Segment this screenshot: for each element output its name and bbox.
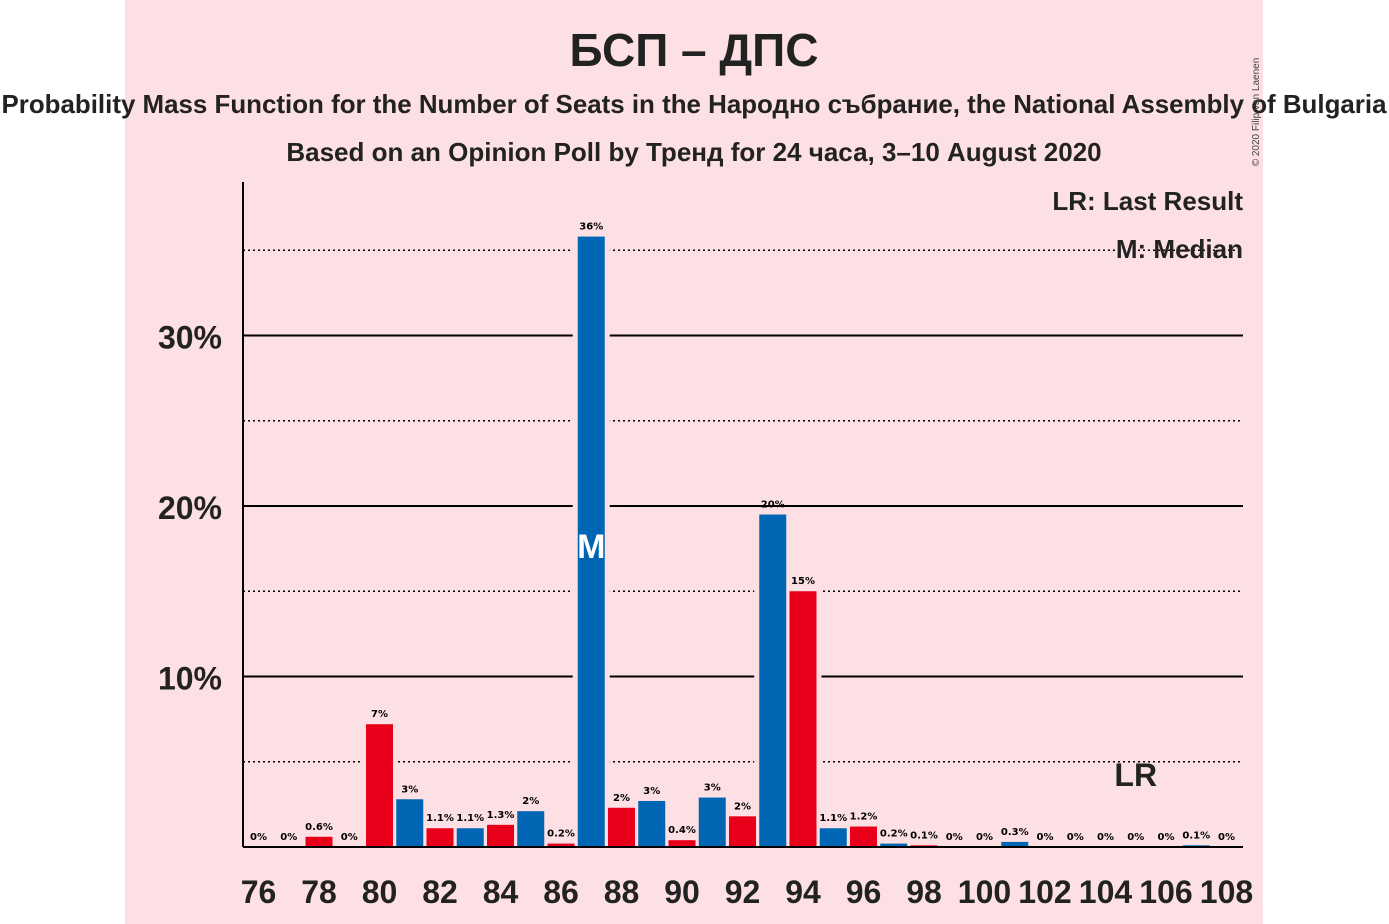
x-tick-label: 96 [846, 874, 882, 910]
bar-halo [1177, 843, 1215, 847]
x-tick-label: 78 [301, 874, 337, 910]
bar-80 [366, 724, 393, 847]
bar-label-100: 0% [976, 832, 993, 843]
bar-label-85: 2% [522, 796, 539, 807]
bar-label-87: 36% [579, 222, 603, 233]
bar-93 [759, 514, 787, 847]
x-tick-label: 92 [725, 874, 761, 910]
bar-label-77: 0% [280, 832, 297, 843]
bar-label-79: 0% [341, 832, 358, 843]
bar-label-98: 0.1% [910, 830, 938, 841]
x-tick-label: 84 [483, 874, 519, 910]
bar-label-84: 1.3% [487, 810, 515, 821]
bar-label-99: 0% [946, 832, 963, 843]
x-tick-label: 94 [785, 874, 821, 910]
bar-85 [517, 811, 545, 847]
bar-label-96: 1.2% [850, 812, 878, 823]
x-tick-label: 106 [1139, 874, 1192, 910]
bar-label-104: 0% [1097, 832, 1114, 843]
bar-label-81: 3% [401, 784, 418, 795]
bar-94 [789, 591, 817, 847]
bar-label-97: 0.2% [880, 829, 908, 840]
bar-label-90: 0.4% [668, 825, 696, 836]
y-tick-label: 10% [158, 660, 222, 696]
bar-halo [905, 843, 943, 847]
bar-label-101: 0.3% [1001, 827, 1029, 838]
bar-label-105: 0% [1127, 832, 1144, 843]
y-tick-label: 30% [158, 319, 222, 355]
bar-label-82: 1.1% [426, 813, 454, 824]
bar-label-107: 0.1% [1182, 830, 1210, 841]
x-tick-label: 108 [1200, 874, 1253, 910]
bar-91 [698, 797, 726, 847]
bar-label-88: 2% [613, 793, 630, 804]
bar-label-91: 3% [704, 783, 721, 794]
bar-label-108: 0% [1218, 832, 1235, 843]
bar-96 [850, 826, 877, 847]
bar-86 [547, 843, 575, 847]
bar-88 [608, 807, 635, 847]
bar-95 [819, 828, 847, 847]
legend-median: M: Median [1116, 234, 1243, 264]
bar-label-76: 0% [250, 832, 267, 843]
bar-label-86: 0.2% [547, 829, 575, 840]
y-tick-label: 20% [158, 490, 222, 526]
median-marker: M [577, 528, 605, 566]
bar-label-95: 1.1% [819, 813, 847, 824]
bar-84 [487, 824, 514, 847]
bar-89 [638, 800, 666, 847]
x-tick-label: 76 [241, 874, 277, 910]
chart-background [125, 0, 1263, 924]
x-tick-label: 102 [1018, 874, 1071, 910]
bar-83 [456, 828, 484, 847]
bar-label-93: 20% [761, 500, 785, 511]
bar-label-103: 0% [1067, 832, 1084, 843]
bar-label-83: 1.1% [456, 813, 484, 824]
last-result-marker: LR [1114, 757, 1157, 793]
bar-81 [396, 799, 424, 847]
bar-82 [426, 828, 454, 847]
x-tick-label: 98 [906, 874, 942, 910]
legend-last-result: LR: Last Result [1052, 186, 1243, 216]
bar-label-92: 2% [734, 801, 751, 812]
x-tick-label: 104 [1079, 874, 1133, 910]
bar-label-106: 0% [1158, 832, 1175, 843]
bar-label-94: 15% [791, 576, 815, 587]
bar-87 [577, 236, 605, 848]
bar-97 [880, 843, 908, 847]
bar-label-78: 0.6% [305, 822, 333, 833]
x-tick-label: 80 [362, 874, 398, 910]
x-tick-label: 88 [604, 874, 640, 910]
bar-101 [1001, 841, 1029, 847]
x-tick-label: 86 [543, 874, 579, 910]
x-tick-label: 100 [958, 874, 1011, 910]
bar-label-102: 0% [1037, 832, 1054, 843]
x-tick-label: 90 [664, 874, 700, 910]
chart-subtitle-source: Based on an Opinion Poll by Тренд for 24… [286, 137, 1101, 167]
copyright-text: © 2020 Filip van Laenen [1251, 58, 1262, 167]
bar-90 [668, 840, 696, 847]
chart-title: БСП – ДПС [570, 24, 819, 76]
x-tick-label: 82 [422, 874, 458, 910]
bar-label-89: 3% [643, 786, 660, 797]
chart-subtitle: Probability Mass Function for the Number… [2, 89, 1388, 119]
bar-label-80: 7% [371, 709, 388, 720]
bar-92 [729, 816, 756, 847]
bar-78 [305, 836, 333, 847]
